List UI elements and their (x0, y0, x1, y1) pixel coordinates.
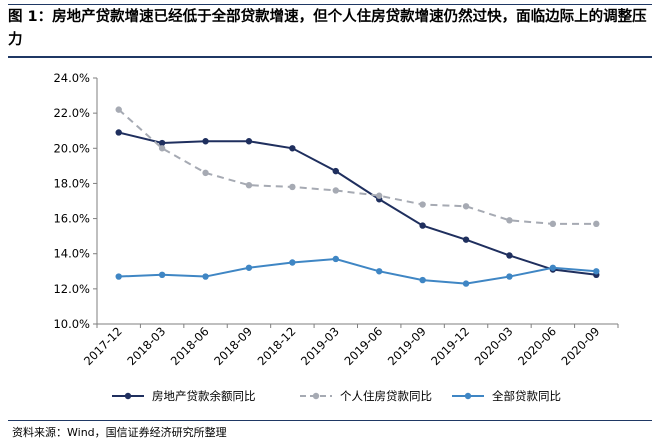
series-2-point (462, 203, 470, 210)
source-note: 资料来源：Wind，国信证券经济研究所整理 (12, 426, 227, 439)
figure-title: 图 1：房地产贷款增速已经低于全部贷款增速，但个人住房贷款增速仍然过快，面临边际… (8, 9, 647, 48)
y-tick-label: 10.0% (53, 317, 90, 331)
title-rule (8, 56, 652, 58)
series-1-point (289, 145, 296, 152)
y-tick-label: 12.0% (53, 282, 90, 296)
series-2-point (289, 183, 296, 191)
y-tick-label: 14.0% (53, 247, 90, 261)
series-2-point (332, 187, 339, 194)
x-tick-label: 2018-12 (255, 324, 299, 368)
series-3-point (202, 273, 209, 280)
series-3-point (332, 255, 339, 263)
y-tick-label: 24.0% (53, 71, 90, 85)
series-2-point (115, 106, 122, 113)
x-tick-label: 2018-09 (211, 324, 255, 368)
series-1-point (158, 139, 166, 147)
bottom-rule (8, 420, 652, 421)
x-tick-label: 2019-12 (428, 324, 472, 368)
series-1-point (506, 252, 513, 259)
series-3-point (549, 264, 557, 271)
series-1-point (332, 167, 339, 175)
x-tick-label: 2019-03 (298, 324, 342, 368)
line-chart: 24.0% 22.0% 20.0% 18.0% 16.0% 14.0% 12.0% 10.0%… (53, 71, 619, 403)
series-1-point (462, 236, 470, 243)
series-3-point (245, 264, 253, 271)
series-line-2 (118, 108, 597, 225)
y-tick-label: 16.0% (53, 212, 90, 226)
series-1-point (202, 138, 209, 145)
x-tick-label: 2018-03 (124, 324, 168, 368)
y-tick-label: 20.0% (53, 141, 90, 155)
legend-label: 全部贷款同比 (492, 389, 561, 403)
series-2-point (593, 220, 600, 228)
legend-label: 个人住房贷款同比 (340, 389, 432, 403)
series-line-3 (118, 257, 597, 285)
series-3-point (376, 268, 383, 275)
series-2-point (549, 220, 557, 228)
legend-swatch-marker (312, 392, 320, 400)
series-2-point (419, 201, 426, 208)
series-line-1 (118, 131, 597, 276)
series-3-point (419, 276, 426, 284)
legend-label: 房地产贷款余额同比 (152, 389, 256, 403)
series-3-point (462, 280, 470, 287)
series-1-point (245, 138, 253, 145)
top-rule (8, 4, 652, 5)
x-tick-label: 2019-09 (385, 324, 429, 368)
series-3-point (289, 259, 296, 266)
series-3-point (506, 273, 513, 280)
x-tick-label: 2019-06 (341, 324, 385, 368)
x-tick-label: 2020-09 (559, 324, 603, 368)
legend-swatch-marker (124, 392, 132, 400)
y-tick-label: 18.0% (53, 176, 90, 190)
series-2-point (245, 181, 253, 189)
series-3-point (158, 271, 166, 278)
series-2-point (158, 145, 166, 152)
series-1-point (419, 222, 426, 229)
series-2-point (376, 192, 383, 199)
y-tick-label: 22.0% (53, 106, 90, 120)
x-tick-label: 2020-06 (515, 324, 559, 368)
series-3-point (593, 268, 600, 275)
series-2-point (506, 217, 513, 224)
legend-swatch-marker (464, 392, 472, 400)
series-1-point (115, 129, 122, 136)
x-tick-label: 2020-03 (472, 324, 516, 368)
x-tick-label: 2018-06 (168, 324, 212, 368)
series-3-point (115, 273, 122, 280)
series-2-point (202, 169, 209, 177)
